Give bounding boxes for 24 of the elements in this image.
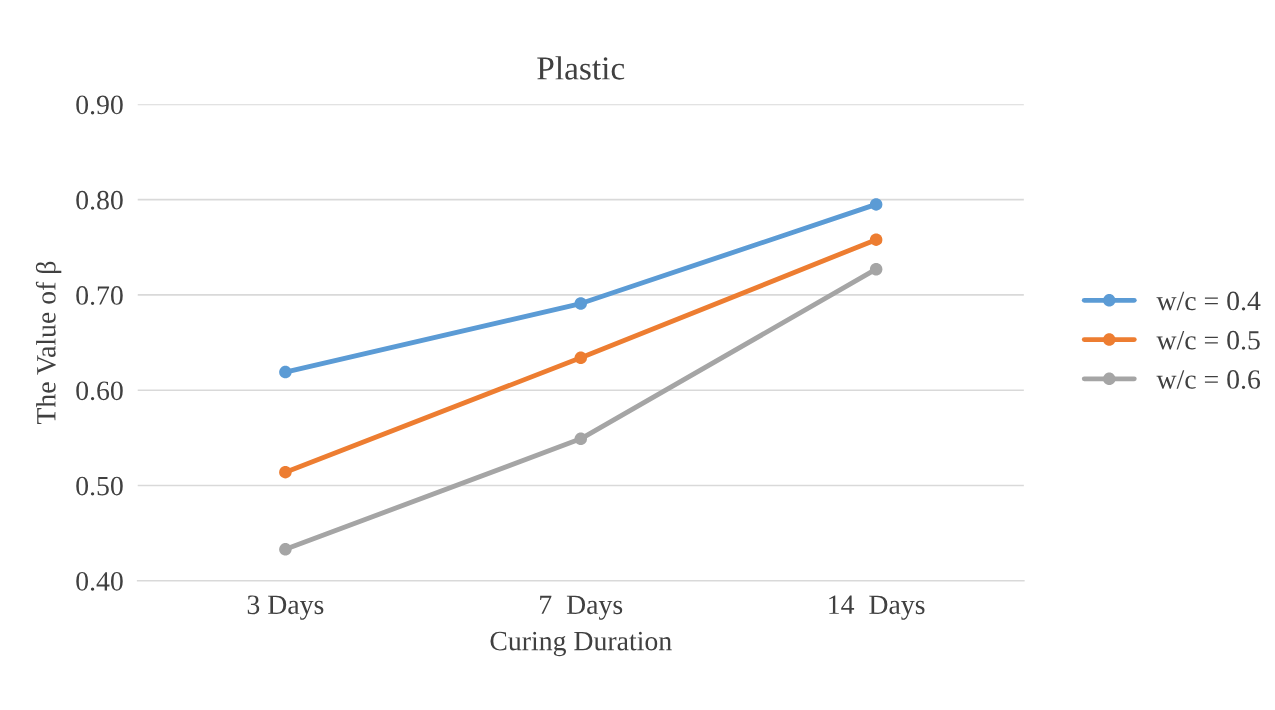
point (869, 262, 883, 276)
point (869, 198, 883, 211)
legend-label: w/c = 0.6 (1156, 370, 1261, 389)
y-tick-label: 0.40 (76, 571, 123, 591)
point (279, 365, 292, 379)
y-tick-label: 0.80 (76, 190, 123, 210)
legend-label: w/c = 0.4 (1156, 291, 1261, 311)
point (869, 233, 883, 246)
point (574, 432, 588, 446)
x-tick-label: 14 Days (829, 595, 925, 620)
y-tick-label: 0.70 (76, 286, 123, 305)
y-axis-title: The Value of β (35, 261, 62, 425)
point (279, 543, 292, 556)
point (574, 351, 588, 365)
x-tick-label: 3 Days (247, 595, 324, 620)
x-axis-title: Curing Duration (490, 631, 672, 657)
y-tick-label: 0.50 (76, 476, 123, 496)
chart-title: Plastic (537, 56, 625, 80)
y-tick-label: 0.60 (76, 381, 123, 401)
point (574, 297, 588, 310)
x-tick-label: 7 Days (540, 595, 623, 620)
point (279, 465, 292, 479)
legend-label: w/c = 0.5 (1156, 330, 1260, 350)
y-tick-label: 0.90 (76, 95, 123, 115)
